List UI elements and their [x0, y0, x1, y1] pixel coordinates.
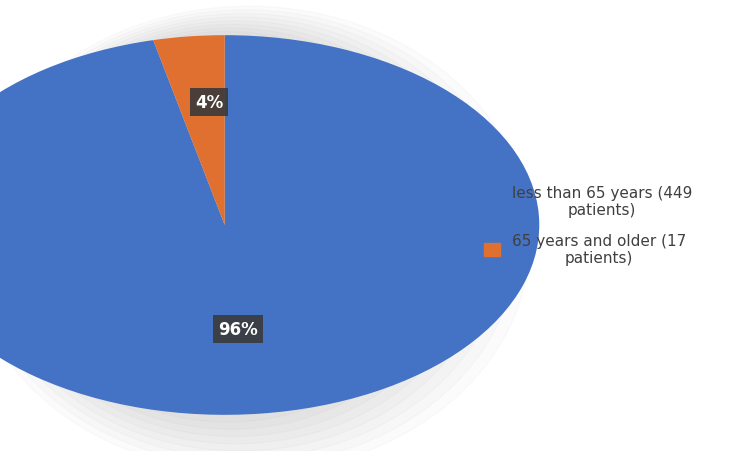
Text: 96%: 96%: [218, 320, 258, 338]
Wedge shape: [0, 36, 539, 415]
Wedge shape: [154, 36, 225, 226]
Legend: less than 65 years (449
patients), 65 years and older (17
patients): less than 65 years (449 patients), 65 ye…: [472, 173, 704, 278]
Text: 4%: 4%: [195, 94, 223, 112]
